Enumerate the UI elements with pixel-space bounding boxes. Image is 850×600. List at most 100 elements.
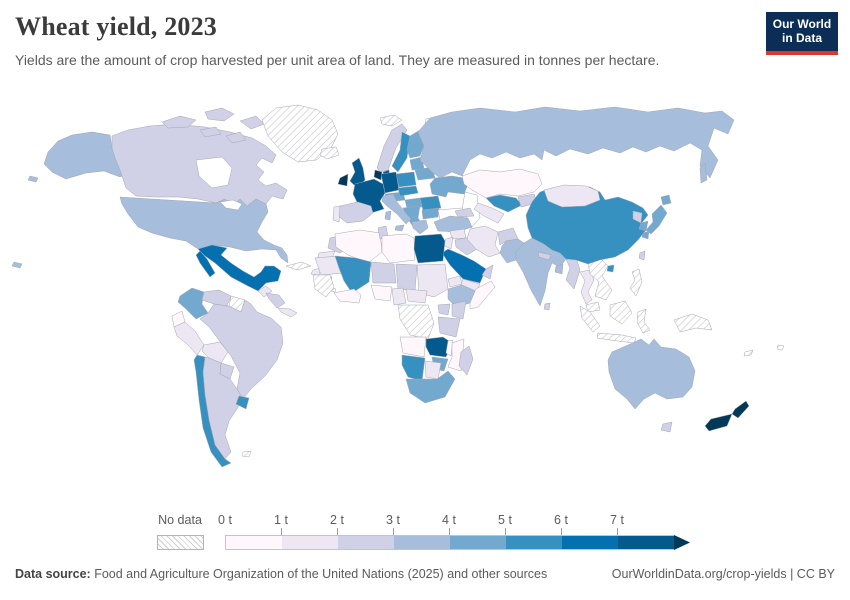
country-south-africa[interactable] xyxy=(405,370,456,404)
country-greenland[interactable] xyxy=(261,104,339,163)
country-bulgaria[interactable] xyxy=(421,207,440,220)
country-australia[interactable] xyxy=(607,338,696,410)
country-usa[interactable] xyxy=(119,196,289,264)
footer-link[interactable]: OurWorldinData.org/crop-yields | CC BY xyxy=(611,567,835,581)
country-oman[interactable] xyxy=(481,264,494,280)
country-indochina[interactable] xyxy=(587,257,613,301)
country-poland[interactable] xyxy=(395,171,417,188)
legend-segment-6[interactable] xyxy=(562,535,618,550)
country-new-caledonia[interactable] xyxy=(743,349,754,357)
country-south-korea[interactable] xyxy=(638,220,649,232)
map-legend[interactable]: No data 0 t 1 t 2 t 3 t 4 t 5 t 6 t 7 t xyxy=(0,510,850,558)
country-iceland[interactable] xyxy=(319,146,340,160)
country-namibia[interactable] xyxy=(401,354,426,382)
no-data-swatch[interactable] xyxy=(157,535,204,550)
country-russia[interactable] xyxy=(417,106,735,179)
country-borneo[interactable] xyxy=(609,300,633,325)
page-subtitle: Yields are the amount of crop harvested … xyxy=(15,52,660,68)
country-uganda[interactable] xyxy=(437,303,451,316)
legend-tick-2 xyxy=(337,528,338,535)
country-angola[interactable] xyxy=(399,336,427,358)
country-uruguay[interactable] xyxy=(235,395,250,410)
country-italy[interactable] xyxy=(381,193,412,232)
country-somalia[interactable] xyxy=(469,280,496,310)
country-nepal[interactable] xyxy=(537,251,552,261)
country-sakhalin[interactable] xyxy=(699,162,708,184)
country-portugal[interactable] xyxy=(332,205,341,223)
country-alaska[interactable] xyxy=(11,175,39,269)
country-car[interactable] xyxy=(405,288,428,304)
country-chad[interactable] xyxy=(395,263,418,292)
country-saudi-arabia[interactable] xyxy=(441,248,487,284)
country-iran[interactable] xyxy=(466,225,501,258)
country-turkmenistan[interactable] xyxy=(473,202,505,224)
country-greece[interactable] xyxy=(411,219,429,235)
country-chile[interactable] xyxy=(193,354,232,468)
legend-color-bar[interactable] xyxy=(225,535,690,550)
country-libya[interactable] xyxy=(381,233,416,264)
country-tasmania[interactable] xyxy=(660,421,673,433)
country-ukraine[interactable] xyxy=(429,175,469,198)
country-niger[interactable] xyxy=(370,261,397,284)
country-sardinia[interactable] xyxy=(384,210,392,221)
country-sudan[interactable] xyxy=(416,263,449,298)
country-new-zealand[interactable] xyxy=(704,400,750,432)
country-sri-lanka[interactable] xyxy=(543,302,551,311)
country-romania[interactable] xyxy=(419,195,442,211)
country-turkey[interactable] xyxy=(433,215,473,233)
country-cameroon[interactable] xyxy=(391,287,407,306)
country-philippines[interactable] xyxy=(629,268,643,297)
owid-logo[interactable]: Our World in Data xyxy=(766,12,838,55)
country-benelux[interactable] xyxy=(373,169,383,181)
country-hainan[interactable] xyxy=(606,264,615,273)
country-mexico[interactable] xyxy=(197,244,282,292)
country-czech-slovakia[interactable] xyxy=(397,185,419,197)
country-kenya[interactable] xyxy=(451,300,467,320)
country-costa-rica-panama[interactable] xyxy=(277,307,298,318)
country-ghana-ivory[interactable] xyxy=(333,288,362,304)
country-zambia[interactable] xyxy=(425,336,453,358)
country-sumatra[interactable] xyxy=(579,305,601,333)
country-algeria[interactable] xyxy=(334,229,383,264)
country-caucasus[interactable] xyxy=(454,207,475,218)
legend-segment-2[interactable] xyxy=(338,535,394,550)
country-new-guinea[interactable] xyxy=(673,313,713,333)
country-tanzania[interactable] xyxy=(437,316,461,338)
country-fiji[interactable] xyxy=(776,344,785,351)
country-peru[interactable] xyxy=(173,321,205,356)
country-honduras-nicaragua[interactable] xyxy=(265,292,286,309)
country-guatemala[interactable] xyxy=(257,285,273,298)
country-kazakhstan[interactable] xyxy=(461,168,543,199)
country-spain[interactable] xyxy=(337,201,374,224)
country-malawi[interactable] xyxy=(445,339,454,357)
country-drc[interactable] xyxy=(397,304,435,340)
legend-segment-7[interactable] xyxy=(618,535,674,550)
country-mongolia[interactable] xyxy=(543,184,601,208)
world-map[interactable] xyxy=(0,98,850,475)
country-falklands[interactable] xyxy=(241,450,252,458)
country-malaysia[interactable] xyxy=(585,301,601,313)
country-nigeria[interactable] xyxy=(370,284,393,302)
country-madagascar[interactable] xyxy=(458,345,474,376)
legend-segment-0[interactable] xyxy=(225,535,282,550)
legend-segment-4[interactable] xyxy=(450,535,506,550)
legend-tick-label-4: 4 t xyxy=(442,513,456,527)
country-mexico[interactable] xyxy=(195,250,216,278)
country-bangladesh[interactable] xyxy=(554,263,564,275)
country-taiwan[interactable] xyxy=(638,250,646,261)
country-sulawesi[interactable] xyxy=(636,308,651,334)
legend-segment-3[interactable] xyxy=(394,535,450,550)
legend-segment-5[interactable] xyxy=(506,535,562,550)
country-java[interactable] xyxy=(596,332,637,344)
country-venezuela[interactable] xyxy=(201,289,232,307)
country-mali[interactable] xyxy=(334,255,372,294)
country-norway[interactable] xyxy=(376,123,408,173)
country-ireland[interactable] xyxy=(337,173,349,187)
country-eritrea[interactable] xyxy=(447,275,463,288)
country-guinea-region[interactable] xyxy=(312,274,335,298)
country-botswana[interactable] xyxy=(424,360,442,380)
country-japan[interactable] xyxy=(641,194,672,240)
legend-segment-1[interactable] xyxy=(282,535,338,550)
country-egypt[interactable] xyxy=(413,233,446,264)
country-cuba[interactable] xyxy=(285,261,312,271)
